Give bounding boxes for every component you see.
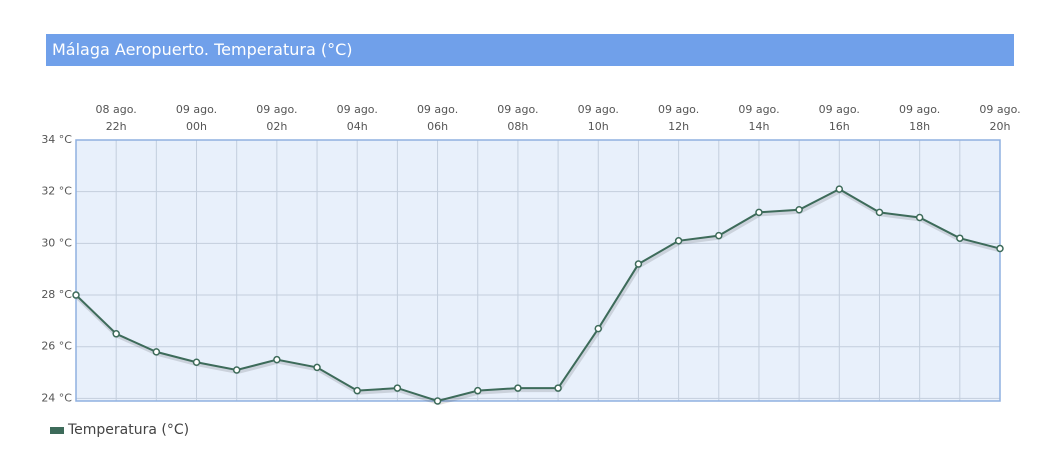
point <box>192 358 201 366</box>
point <box>795 206 803 214</box>
y-tick-label: 34 °C <box>41 133 72 146</box>
y-tick-label: 28 °C <box>41 288 72 301</box>
y-tick-label: 24 °C <box>41 391 72 404</box>
legend: Temperatura (°C) <box>50 422 189 438</box>
point <box>273 355 281 364</box>
plot-area <box>76 140 1000 401</box>
legend-label: Temperatura (°C) <box>68 422 190 438</box>
point <box>72 291 80 299</box>
point <box>313 363 321 372</box>
x-tick-label: 09 ago. 00h <box>175 103 218 133</box>
x-tick-label: 09 ago. 16h <box>818 103 860 133</box>
point <box>514 384 522 392</box>
point <box>875 208 884 217</box>
legend-swatch <box>50 426 64 434</box>
point <box>996 244 1004 253</box>
x-tick-label: 08 ago. 22h <box>95 103 137 133</box>
point <box>956 234 964 242</box>
point <box>393 384 402 392</box>
chart-title: Málaga Aeropuerto. Temperatura (°C) <box>46 34 1014 66</box>
x-tick-label: 09 ago. 04h <box>336 103 378 133</box>
line-shadow <box>75 188 1002 406</box>
point <box>152 348 161 356</box>
y-tick-label: 30 °C <box>41 236 72 249</box>
y-tick-label: 26 °C <box>41 340 72 353</box>
point <box>755 208 763 217</box>
point <box>634 260 643 268</box>
x-tick-label: 09 ago. 20h <box>979 103 1021 133</box>
x-tick-label: 09 ago. 14h <box>738 103 780 133</box>
point <box>473 386 482 395</box>
y-tick-label: 32 °C <box>41 185 72 198</box>
point <box>835 185 844 193</box>
plot-border <box>75 139 1001 402</box>
point <box>594 324 603 333</box>
point <box>112 330 120 338</box>
point <box>433 397 442 405</box>
x-tick-label: 09 ago. 06h <box>416 103 459 133</box>
series-line <box>75 187 1001 403</box>
x-tick-label: 09 ago. 10h <box>577 103 619 133</box>
x-tick-label: 09 ago. 08h <box>497 103 539 133</box>
point <box>674 237 683 245</box>
x-tick-label: 09 ago. 12h <box>657 103 700 133</box>
point <box>353 386 361 395</box>
point <box>915 213 924 222</box>
point <box>554 384 562 392</box>
x-tick-label: 09 ago. 02h <box>256 103 298 133</box>
x-tick-label: 09 ago. 18h <box>899 103 941 133</box>
point <box>715 231 723 240</box>
point <box>232 366 241 374</box>
